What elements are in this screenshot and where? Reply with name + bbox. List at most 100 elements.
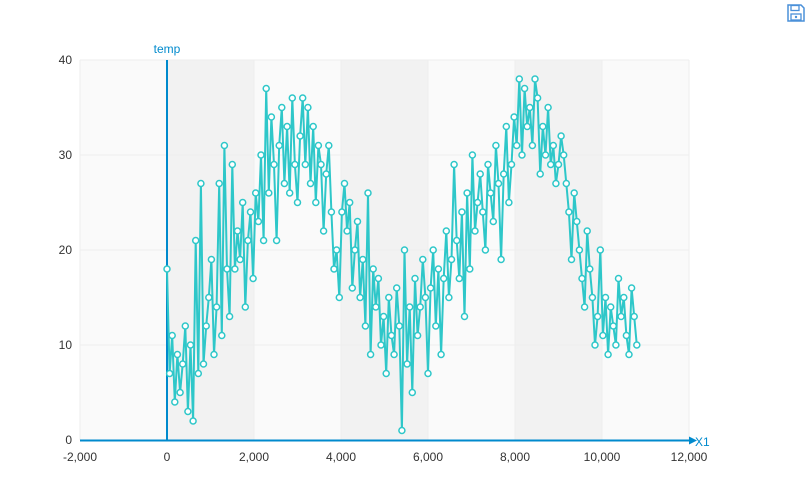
data-point: [554, 160, 563, 169]
data-point: [429, 246, 437, 254]
y-tick-label: 0: [65, 433, 72, 447]
data-point: [612, 341, 620, 349]
data-point: [455, 274, 464, 283]
data-point: [499, 170, 508, 178]
data-point: [531, 75, 539, 83]
data-point: [181, 322, 190, 330]
data-point: [338, 208, 346, 216]
data-point: [468, 151, 477, 159]
data-point: [306, 179, 315, 188]
data-point: [606, 303, 615, 311]
data-point: [335, 293, 344, 302]
x-tick-label: 0: [164, 450, 171, 464]
data-point: [515, 75, 524, 83]
data-point: [249, 274, 257, 283]
data-point: [507, 160, 516, 169]
data-point: [244, 236, 252, 245]
data-point: [301, 160, 310, 169]
x-axis: -2,000 0 2,000 4,000 6,000 8,000 10,000 12,000: [63, 436, 708, 464]
y-tick-label: 10: [59, 338, 73, 352]
data-point: [580, 303, 589, 311]
data-point: [518, 151, 526, 159]
data-point: [356, 293, 364, 302]
data-point: [442, 227, 451, 235]
y-axis-title: temp: [154, 42, 181, 56]
data-point: [471, 227, 479, 235]
data-point: [432, 322, 440, 330]
data-point: [586, 265, 594, 273]
data-point: [296, 132, 304, 140]
data-point: [199, 360, 208, 368]
data-point: [523, 122, 531, 131]
data-point: [163, 265, 171, 273]
data-point: [379, 312, 388, 321]
data-point: [617, 312, 625, 321]
data-point: [544, 103, 552, 112]
data-point: [583, 227, 591, 235]
data-point: [633, 341, 641, 349]
data-point: [609, 322, 618, 330]
data-point: [178, 360, 187, 368]
data-point: [484, 160, 492, 169]
data-point: [236, 255, 244, 264]
x-tick-label: 8,000: [500, 450, 530, 464]
data-point: [369, 265, 377, 273]
data-point: [387, 331, 396, 340]
data-point: [549, 141, 558, 150]
data-point: [298, 94, 307, 102]
data-point: [398, 426, 406, 435]
x-tick-label: 12,000: [671, 450, 708, 464]
data-point: [272, 236, 281, 245]
data-point: [340, 179, 349, 188]
x-axis-arrow: [689, 436, 697, 445]
data-point: [223, 265, 231, 273]
data-point: [171, 398, 179, 406]
data-point: [288, 94, 297, 102]
data-point: [630, 312, 638, 321]
x-tick-label: 4,000: [326, 450, 356, 464]
data-point: [218, 331, 226, 340]
series-temp: [163, 75, 641, 435]
data-point: [421, 293, 430, 302]
data-point: [489, 217, 498, 226]
data-point: [173, 350, 182, 359]
data-point: [372, 303, 380, 311]
data-point: [512, 141, 521, 150]
data-point: [552, 179, 560, 188]
data-point: [424, 369, 432, 378]
data-point: [505, 198, 513, 207]
data-point: [625, 350, 633, 359]
data-point: [494, 179, 503, 188]
data-point: [270, 160, 278, 169]
data-point: [291, 160, 299, 169]
data-point: [241, 303, 250, 311]
x-tick-label: 10,000: [584, 450, 621, 464]
data-point: [627, 284, 636, 292]
data-point: [361, 322, 370, 330]
x-tick-label: 6,000: [413, 450, 443, 464]
data-point: [259, 236, 268, 245]
data-point: [408, 388, 417, 397]
data-point: [486, 189, 495, 197]
data-point: [466, 265, 474, 273]
data-point: [411, 274, 419, 283]
data-point: [567, 255, 576, 264]
data-point: [231, 265, 239, 273]
data-point: [458, 208, 466, 216]
data-point: [228, 160, 237, 169]
data-point: [207, 255, 216, 264]
data-point: [593, 312, 602, 321]
data-point: [520, 84, 529, 93]
x-tick-label: -2,000: [63, 450, 97, 464]
data-point: [327, 208, 336, 216]
data-point: [400, 246, 409, 254]
data-point: [392, 284, 401, 292]
data-point: [526, 103, 534, 112]
data-point: [539, 122, 547, 131]
data-point: [319, 227, 328, 235]
data-point: [601, 293, 610, 302]
data-point: [476, 170, 484, 178]
data-point: [189, 417, 197, 425]
save-icon[interactable]: [786, 3, 806, 23]
data-point: [280, 179, 289, 188]
